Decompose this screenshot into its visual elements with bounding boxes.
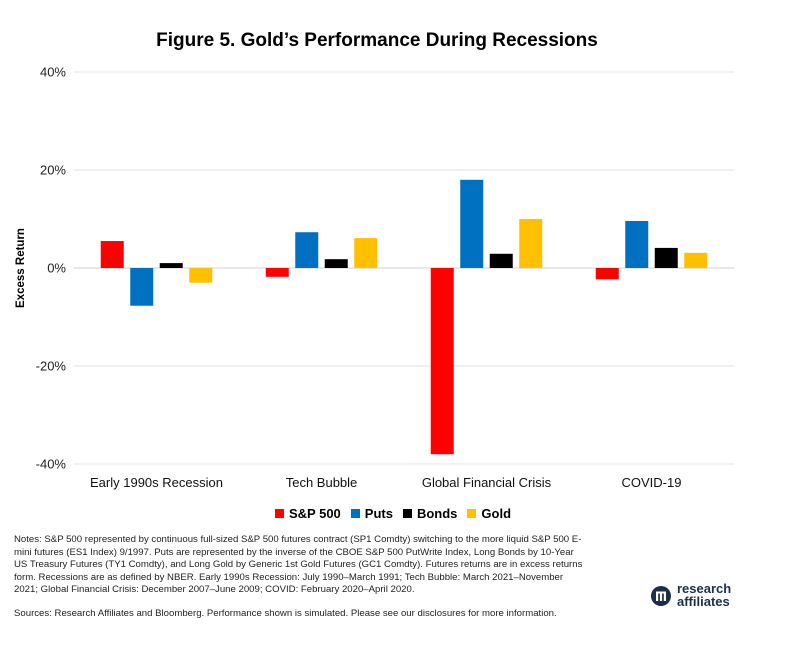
bar	[295, 232, 319, 268]
legend-item: Puts	[350, 506, 393, 521]
y-tick-label: 40%	[40, 65, 66, 80]
legend-swatch	[402, 509, 412, 518]
legend-item: S&P 500	[274, 506, 341, 521]
chart: Figure 5. Gold’s Performance During Rece…	[15, 30, 734, 490]
bar	[130, 268, 154, 306]
x-axis-categories: Early 1990s Recession Tech Bubble Global F…	[90, 475, 681, 490]
y-tick-label: -20%	[36, 359, 67, 374]
bar	[654, 247, 678, 268]
legend-swatch	[274, 509, 284, 518]
chart-title: Figure 5. Gold’s Performance During Rece…	[156, 30, 598, 51]
bar	[324, 259, 348, 268]
legend-item: Bonds	[402, 506, 458, 521]
bar	[460, 179, 484, 268]
bars	[100, 179, 708, 455]
y-tick-label: 20%	[40, 163, 66, 178]
legend-swatch	[467, 509, 477, 518]
legend: S&P 500 Puts Bonds Gold	[0, 506, 786, 521]
bar	[595, 268, 619, 280]
logo-text-line2: affiliates	[677, 593, 730, 609]
bar	[159, 263, 183, 268]
bar	[489, 253, 513, 268]
bar	[519, 219, 543, 268]
bar	[684, 252, 708, 268]
x-category-label: Global Financial Crisis	[422, 475, 552, 490]
gridlines	[74, 71, 734, 465]
legend-label: S&P 500	[288, 506, 341, 521]
y-tick-label: -40%	[36, 457, 67, 472]
x-category-label: Tech Bubble	[286, 475, 358, 490]
bar	[189, 268, 213, 283]
y-tick-label: 0%	[47, 261, 66, 276]
notes: Notes: S&P 500 represented by continuous…	[14, 534, 583, 596]
legend-label: Puts	[364, 506, 393, 521]
bar	[625, 220, 649, 268]
legend-swatch	[350, 509, 360, 518]
bar	[100, 241, 124, 268]
bar	[354, 238, 378, 268]
bar	[430, 268, 454, 455]
legend-label: Gold	[481, 506, 512, 521]
logo-text-line1: research	[677, 581, 732, 596]
logo-mark-icon	[651, 585, 671, 606]
research-affiliates-logo: research affiliates	[651, 581, 732, 609]
y-axis-label: Excess Return	[15, 228, 27, 308]
sources: Sources: Research Affiliates and Bloombe…	[14, 608, 557, 619]
x-category-label: COVID-19	[622, 475, 682, 490]
x-category-label: Early 1990s Recession	[90, 475, 223, 490]
legend-item: Gold	[467, 506, 511, 521]
bar	[265, 268, 289, 277]
y-axis-ticks: 40% 20% 0% -20% -40%	[36, 65, 67, 472]
legend-label: Bonds	[416, 506, 458, 521]
